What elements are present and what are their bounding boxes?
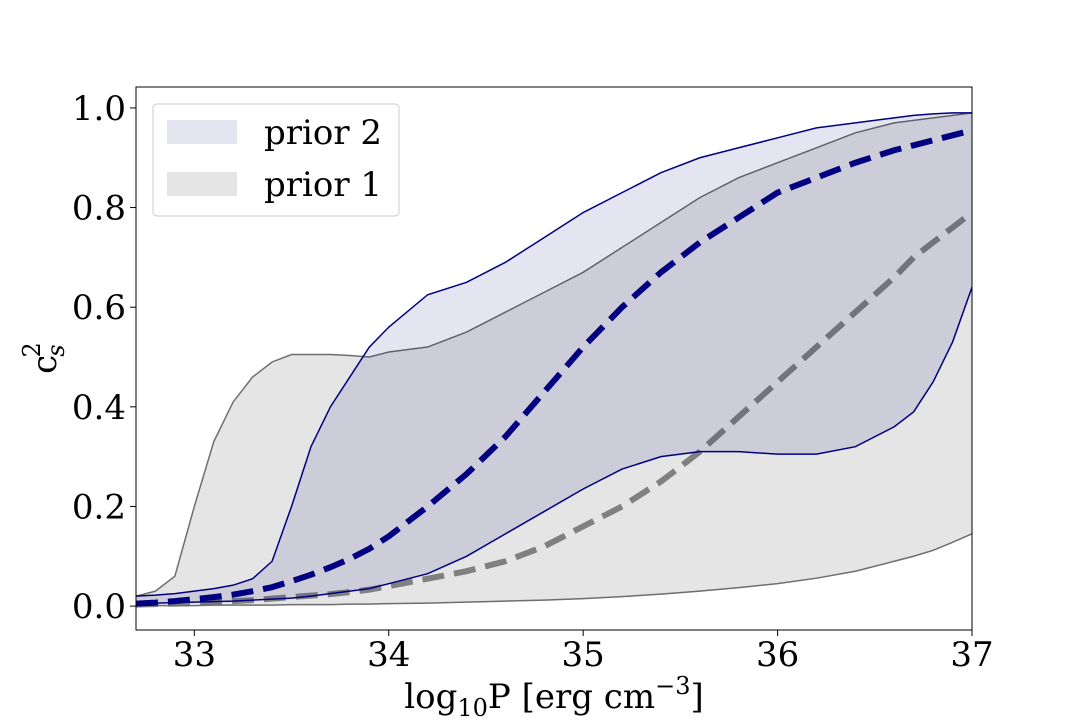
plot (136, 112, 972, 608)
band-area (136, 112, 972, 606)
x-tick-label: 37 (950, 635, 993, 675)
x-label-sup: −3 (655, 672, 690, 700)
y-tick-label: 0.2 (72, 487, 126, 527)
y-tick-label: 0.0 (72, 587, 126, 627)
band-edge (136, 533, 972, 607)
band-area (136, 112, 972, 604)
x-label-sub: 10 (457, 694, 488, 720)
legend-label: prior 1 (264, 165, 382, 205)
median-line (136, 127, 972, 607)
legend-box (152, 103, 400, 217)
plot-frame (135, 86, 973, 631)
y-label-sub: s (42, 344, 70, 356)
x-label-part: log (404, 677, 457, 717)
legend-swatch (167, 120, 237, 144)
x-tick-label: 34 (367, 635, 410, 675)
band-edge (136, 112, 972, 597)
band-edge (136, 287, 972, 605)
x-label-part: ] (690, 677, 703, 717)
y-tick-label: 0.4 (72, 388, 126, 428)
legend-label: prior 2 (264, 113, 382, 153)
x-tick-label: 36 (756, 635, 799, 675)
y-axis-label: cs2 (18, 342, 70, 374)
y-tick-label: 0.6 (72, 288, 126, 328)
x-label-part: P [erg cm (488, 677, 655, 717)
band-edge (136, 112, 972, 597)
y-tick-label: 1.0 (72, 89, 126, 129)
y-tick-label: 0.8 (72, 189, 126, 229)
y-label-sup: 2 (18, 342, 46, 357)
x-axis-label: log10P [erg cm−3] (404, 672, 704, 720)
x-tick-label: 35 (562, 635, 605, 675)
y-label-part: c (25, 355, 65, 374)
legend-swatch (167, 172, 237, 196)
x-tick-label: 33 (173, 635, 216, 675)
